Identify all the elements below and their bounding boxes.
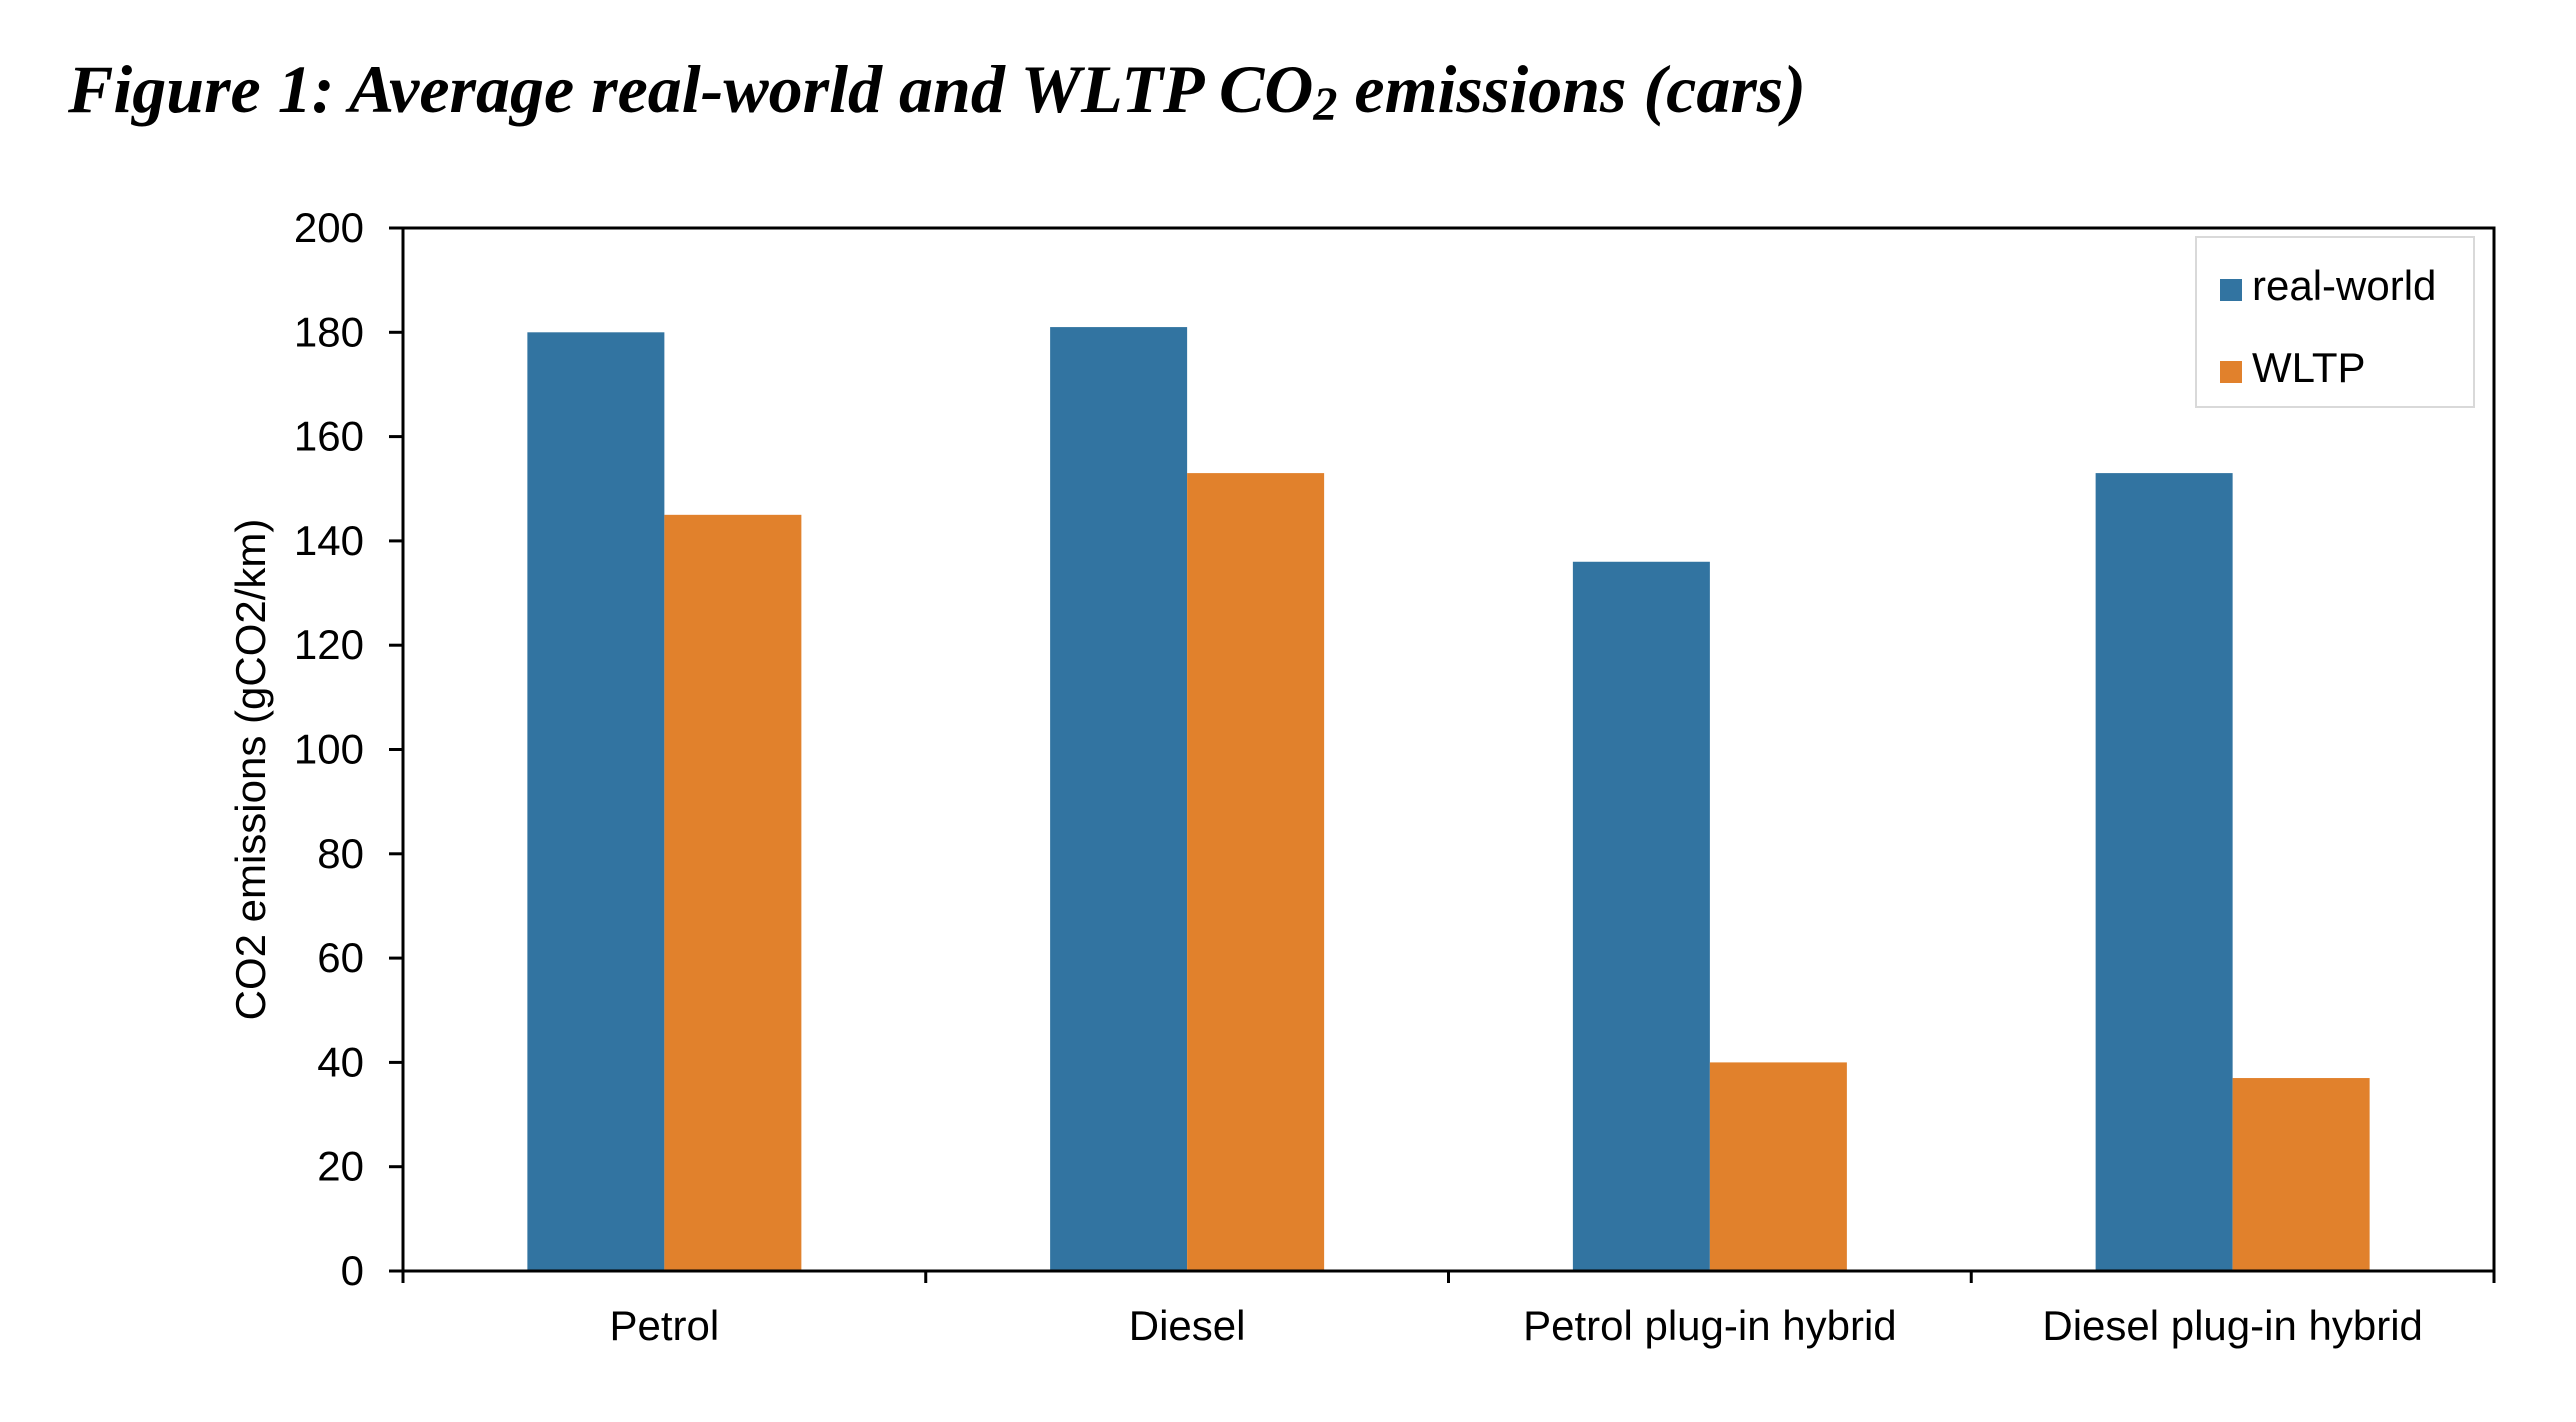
- figure-title-main: Figure 1: Average real-world and WLTP CO: [68, 51, 1314, 127]
- figure-title-end: emissions (cars): [1337, 51, 1806, 127]
- bar-wltp-petrol-plug-in-hybrid: [1709, 1062, 1847, 1271]
- y-axis-title: CO2 emissions (gCO2/km): [227, 519, 274, 1021]
- figure-title: Figure 1: Average real-world and WLTP CO…: [68, 51, 1806, 129]
- ticks-layer: Petrol Diesel Petrol plug-in hybrid Diesel …: [294, 204, 2423, 1349]
- y-tick-label: 0: [341, 1247, 364, 1294]
- y-tick-label: 200: [294, 204, 364, 251]
- bar-real-world-diesel: [1050, 327, 1188, 1272]
- bar-wltp-diesel: [1187, 473, 1325, 1272]
- bar-real-world-petrol-plug-in-hybrid: [1572, 561, 1710, 1271]
- y-tick-label: 140: [294, 517, 364, 564]
- legend-box: [2195, 236, 2475, 408]
- legend-label-wltp: WLTP: [2252, 344, 2366, 391]
- y-tick-label: 80: [317, 830, 364, 877]
- legend-swatch-wltp: [2220, 361, 2242, 383]
- bars-layer: [527, 327, 2370, 1272]
- x-tick-label: Petrol plug-in hybrid: [1523, 1302, 1897, 1349]
- y-tick-label: 100: [294, 726, 364, 773]
- bar-real-world-petrol: [527, 332, 665, 1271]
- bar-wltp-petrol: [664, 514, 802, 1271]
- y-tick-label: 160: [294, 413, 364, 460]
- bar-wltp-diesel-plug-in-hybrid: [2232, 1078, 2370, 1271]
- axes-layer: [389, 226, 2496, 1283]
- legend-swatch-real-world: [2220, 279, 2242, 301]
- figure-title-subscript: 2: [1313, 78, 1338, 131]
- y-tick-label: 40: [317, 1038, 364, 1085]
- y-tick-label: 20: [317, 1143, 364, 1190]
- y-tick-label: 180: [294, 308, 364, 355]
- legend: real-world WLTP: [2195, 236, 2475, 408]
- x-tick-label: Diesel plug-in hybrid: [2042, 1302, 2423, 1349]
- legend-label-real-world: real-world: [2252, 262, 2436, 309]
- y-tick-label: 60: [317, 934, 364, 981]
- y-tick-label: 120: [294, 621, 364, 668]
- x-tick-label: Diesel: [1129, 1302, 1246, 1349]
- x-tick-label: Petrol: [610, 1302, 720, 1349]
- bar-real-world-diesel-plug-in-hybrid: [2095, 473, 2233, 1272]
